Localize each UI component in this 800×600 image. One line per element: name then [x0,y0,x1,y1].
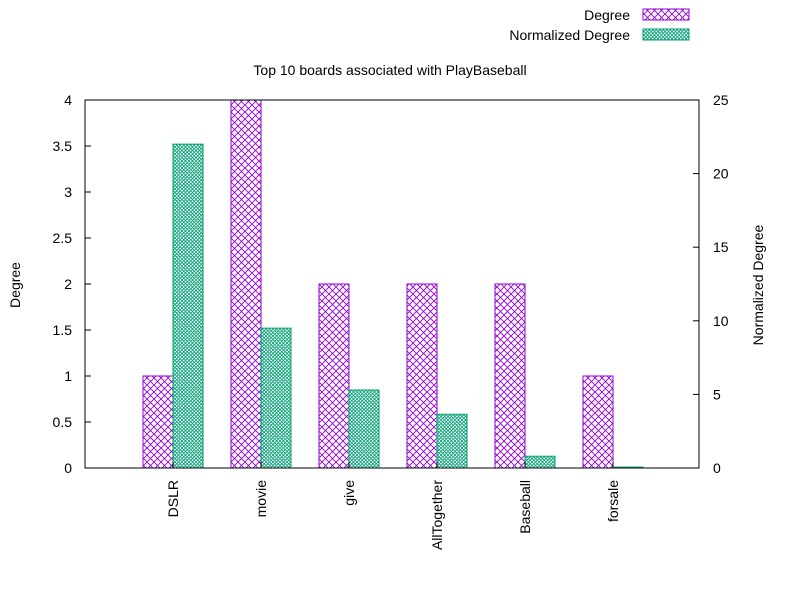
bars-group [142,99,644,469]
bar-degree-dslr [142,375,174,469]
legend-swatch-degree [642,8,690,21]
y2-tick-label: 25 [713,92,729,108]
legend-swatch-normalized-degree [642,28,690,41]
y2-axis-ticks: 0 5 10 15 20 25 [693,92,729,476]
y-axis-ticks: 0 0.5 1 1.5 2 2.5 3 3.5 4 [53,92,91,476]
y2-tick-label: 20 [713,166,729,182]
y-tick-label: 0 [64,460,72,476]
x-tick-label-baseball: Baseball [517,480,533,534]
bar-normalized-degree-dslr [172,143,204,469]
x-tick-label-dslr: DSLR [165,480,181,517]
bar-degree-forsale [582,375,614,469]
bar-normalized-degree-give [348,389,380,469]
bar-degree-baseball [494,283,526,469]
bar-degree-alltogether [406,283,438,469]
x-axis-ticks: DSLR movie give AllTogether Baseball forsale [165,462,621,550]
y-tick-label: 0.5 [53,414,73,430]
bar-degree-give [318,283,350,469]
y2-axis-label: Normalized Degree [750,224,766,345]
x-tick-label-give: give [341,480,357,506]
y2-tick-label: 0 [713,460,721,476]
y-axis-label: Degree [7,262,23,308]
chart-title: Top 10 boards associated with PlayBaseba… [253,62,526,78]
y2-tick-label: 15 [713,239,729,255]
legend: Degree Normalized Degree [509,7,690,43]
y-tick-label: 2.5 [53,230,73,246]
x-tick-label-movie: movie [253,480,269,518]
y-tick-label: 2 [64,276,72,292]
y2-tick-label: 5 [713,386,721,402]
y-tick-label: 1 [64,368,72,384]
x-tick-label-forsale: forsale [605,480,621,522]
y-tick-label: 4 [64,92,72,108]
y-tick-label: 1.5 [53,322,73,338]
plot-frame [84,99,700,469]
bar-normalized-degree-movie [260,327,292,469]
y-tick-label: 3 [64,184,72,200]
bar-normalized-degree-alltogether [436,413,468,469]
legend-label-normalized-degree: Normalized Degree [509,27,630,43]
x-tick-label-alltogether: AllTogether [429,480,445,550]
bar-normalized-degree-baseball [524,455,556,469]
legend-label-degree: Degree [584,7,630,23]
bar-degree-movie [230,99,262,469]
y2-tick-label: 10 [713,313,729,329]
y-tick-label: 3.5 [53,138,73,154]
